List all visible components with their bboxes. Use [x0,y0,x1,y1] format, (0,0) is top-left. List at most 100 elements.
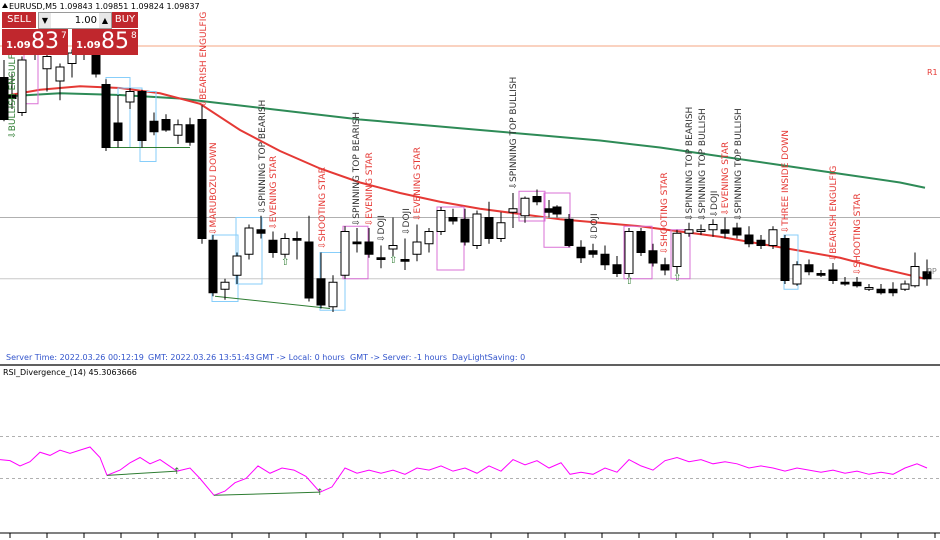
pattern-box [518,190,546,222]
candle [232,252,242,284]
candle-body [364,241,374,255]
pattern-label: ⇩DOJI [402,208,412,235]
candle [804,259,814,276]
gmt-local: GMT -> Local: 0 hours [256,353,345,362]
candle [532,189,542,206]
pattern-boxes [23,35,799,311]
candle [424,228,434,253]
status-bar: Server Time: 2022.03.26 00:12:19 GMT: 20… [6,353,525,362]
candlesticks [0,32,932,312]
candle [400,238,410,270]
candle [780,235,790,284]
candle [648,243,658,267]
rsi-panel: ↑↑ [0,436,940,498]
candle [576,240,586,263]
pattern-labels: ⇩BULLISH ENGULFING ⇩BEARISH ENGULFIG ⇩MARU… [8,12,863,287]
candle-body [780,238,790,281]
candle-body [804,264,814,273]
candle [340,226,350,279]
server-time: Server Time: 2022.03.26 00:12:19 [6,353,144,362]
sell-button[interactable]: SELL [2,12,36,28]
candle [460,208,470,246]
candle-body [7,94,17,99]
sell-price-quote[interactable]: 1.09 83 7 [2,29,68,55]
candle-body [612,264,622,274]
candle [101,79,111,151]
pattern-label: ⇩DOJI [590,213,600,240]
candle [0,60,9,122]
candle [125,88,135,109]
arrow-up-icon: ⇧ [625,276,633,287]
candle [412,224,422,262]
pattern-label: ⇩SPINNING TOP BULLISH [509,77,519,190]
candle-body [42,56,52,70]
pattern-label: ⇩DOJI [710,191,720,218]
arrow-up-icon: ⇧ [281,257,289,268]
candle [840,277,850,286]
pattern-label: ⇩SPINNING TOP BEARISH [685,107,695,221]
candle-body [268,239,278,253]
trendline [214,295,331,309]
candle-body [828,269,838,281]
lot-size-value: 1.00 [74,15,97,26]
pattern-label: ⇩EVENING STAR [269,156,279,230]
candle-body [55,66,65,82]
candle [520,196,530,223]
candle [137,89,147,148]
lot-decrease-icon[interactable]: ▼ [39,13,51,28]
candle-body [900,283,910,290]
candle-body [316,278,326,306]
candle [328,275,338,312]
candle-body [424,231,434,245]
lot-size-input[interactable]: ▼ 1.00 ▲ [38,12,112,29]
candle [612,256,622,277]
buy-button[interactable]: BUY [112,12,138,28]
divergence-line [213,491,321,496]
pattern-label: ⇩EVENING STAR [721,142,731,216]
pattern-label: ⇩SHOOTING STAR [853,193,863,275]
candle-body [888,288,898,294]
candle-body [684,229,694,234]
candle-body [852,281,862,287]
candle-body [376,257,386,260]
candle [436,207,446,235]
candle-body [564,218,574,246]
candle-body [544,208,554,213]
candle [636,228,646,256]
candle [720,217,730,239]
candle [244,224,254,260]
candle [161,114,171,132]
divergence-line [106,470,178,476]
window-title: EURUSD,M5 1.09843 1.09851 1.09824 1.0983… [9,2,200,11]
candle-body [472,213,482,246]
candle-body [340,231,350,276]
candle-body [173,124,183,136]
candle [496,212,506,242]
candle [472,210,482,249]
divergence-arrow-icon: ↑ [316,488,324,498]
pattern-label: ⇩SHOOTING STAR [318,167,328,249]
moving-averages [0,85,926,280]
lot-increase-icon[interactable]: ▲ [99,13,111,28]
title-arrow-icon [2,3,8,8]
candle [352,228,362,253]
candle-body [328,281,338,308]
r1-label: R1 [927,68,938,77]
buy-price-quote[interactable]: 1.09 85 8 [72,29,138,55]
candle [292,231,302,260]
candle [888,282,898,297]
candle [588,243,598,258]
pattern-label: ⇩EVENING STAR [413,147,423,221]
gmt-time: GMT: 2022.03.26 13:51:43 [148,353,255,362]
candle-body [624,231,634,274]
candle-body [576,246,586,259]
candle-body [17,59,27,113]
candle [376,245,386,269]
candle-body [484,217,494,239]
sell-price-prefix: 1.09 [6,40,31,51]
candle-body [388,245,398,250]
candle-body [768,229,778,246]
candle-body [161,119,171,131]
candle [197,105,207,244]
